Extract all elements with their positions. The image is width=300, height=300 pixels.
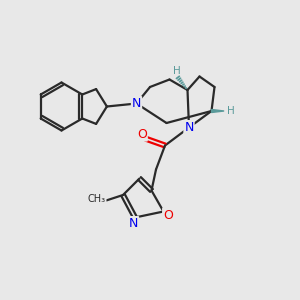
Text: N: N (184, 121, 194, 134)
Text: N: N (129, 217, 138, 230)
Text: H: H (173, 66, 181, 76)
Polygon shape (212, 110, 224, 112)
Text: O: O (163, 208, 173, 222)
Text: H: H (227, 106, 235, 116)
Text: N: N (132, 97, 141, 110)
Text: CH₃: CH₃ (88, 194, 106, 204)
Text: O: O (137, 128, 147, 141)
